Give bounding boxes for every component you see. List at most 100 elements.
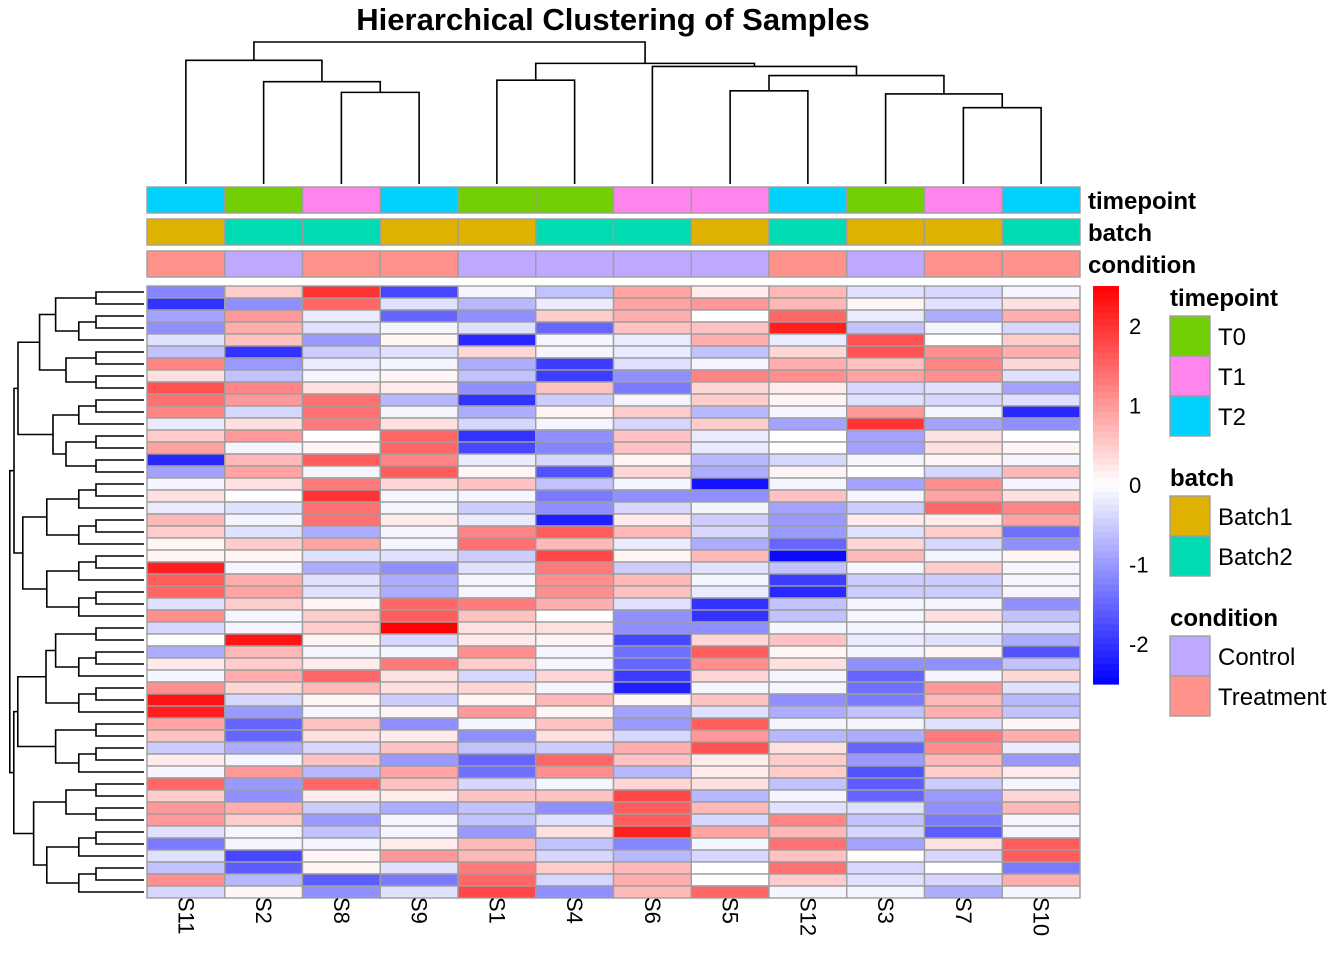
- heatmap-cell: [146, 825, 226, 839]
- legend-swatch: [1169, 355, 1211, 397]
- heatmap-cell: [1001, 357, 1081, 371]
- heatmap-cell: [379, 405, 459, 419]
- heatmap-cell: [846, 765, 926, 779]
- dendrogram-branch: [95, 375, 144, 389]
- heatmap-cell: [768, 561, 848, 575]
- heatmap-cell: [535, 861, 615, 875]
- dendrogram-branch: [95, 435, 144, 449]
- column-label: S4: [562, 897, 587, 924]
- column-labels: S11 S2 S8 S9 S1 S4 S6 S5 S12 S3 S7 S10: [173, 897, 1053, 936]
- annotation-cell-condition: [846, 250, 926, 278]
- heatmap-cell: [768, 537, 848, 551]
- heatmap-cell: [379, 825, 459, 839]
- dendrogram-branch: [95, 483, 144, 497]
- heatmap-cell: [768, 621, 848, 635]
- heatmap-cell: [146, 429, 226, 443]
- heatmap-cell: [224, 741, 304, 755]
- heatmap-cell: [612, 537, 692, 551]
- heatmap-cell: [457, 801, 537, 815]
- dendrogram-branch: [95, 591, 144, 605]
- heatmap-cell: [612, 861, 692, 875]
- color-scale-step: [1093, 518, 1119, 526]
- heatmap-cell: [612, 717, 692, 731]
- heatmap-cell: [379, 633, 459, 647]
- annotation-cell-condition: [301, 250, 381, 278]
- annotation-cell-batch: [846, 218, 926, 246]
- legend-title-condition: condition: [1170, 605, 1278, 632]
- heatmap-cell: [457, 405, 537, 419]
- heatmap-cell: [379, 693, 459, 707]
- heatmap-cell: [768, 321, 848, 335]
- heatmap-cell: [1001, 573, 1081, 587]
- color-scale-step: [1093, 557, 1119, 566]
- heatmap-cell: [379, 597, 459, 611]
- heatmap-cell: [846, 741, 926, 755]
- heatmap-cell: [146, 633, 226, 647]
- heatmap-cell: [457, 333, 537, 347]
- heatmap-cell: [535, 477, 615, 491]
- heatmap-cell: [690, 345, 770, 359]
- heatmap-cell: [457, 465, 537, 479]
- heatmap-cell: [768, 357, 848, 371]
- heatmap-cell: [224, 549, 304, 563]
- heatmap-cell: [379, 801, 459, 815]
- heatmap-cell: [1001, 849, 1081, 863]
- heatmap-cell: [768, 453, 848, 467]
- heatmap-cell: [768, 309, 848, 323]
- heatmap-cell: [612, 573, 692, 587]
- heatmap-cell: [535, 537, 615, 551]
- heatmap-cell: [457, 537, 537, 551]
- color-scale-step: [1093, 312, 1119, 320]
- dendrogram-branch: [95, 807, 144, 821]
- heatmap-cell: [1001, 729, 1081, 743]
- heatmap-cell: [379, 645, 459, 659]
- heatmap-cell: [224, 681, 304, 695]
- heatmap-cell: [1001, 309, 1081, 323]
- dendrogram-branch: [95, 399, 144, 413]
- heatmap-cell: [535, 393, 615, 407]
- heatmap-cell: [146, 657, 226, 671]
- heatmap-cell: [457, 681, 537, 695]
- heatmap-cell: [1001, 777, 1081, 791]
- heatmap-cell: [923, 801, 1003, 815]
- heatmap-cell: [612, 837, 692, 851]
- heatmap-cell: [768, 285, 848, 299]
- heatmap-cell: [224, 645, 304, 659]
- heatmap-cell: [690, 297, 770, 311]
- heatmap-cell: [535, 369, 615, 383]
- heatmap-cell: [379, 849, 459, 863]
- heatmap-cell: [457, 813, 537, 827]
- heatmap-cell: [457, 573, 537, 587]
- heatmap-cell: [224, 597, 304, 611]
- heatmap-cell: [1001, 405, 1081, 419]
- color-scale-tick-label: 2: [1129, 314, 1141, 339]
- legend-title-batch: batch: [1170, 465, 1234, 492]
- color-scale-step: [1093, 405, 1119, 413]
- heatmap-cell: [301, 825, 381, 839]
- heatmap-cell: [146, 369, 226, 383]
- color-scale-step: [1093, 286, 1119, 294]
- dendrogram-branch: [77, 873, 144, 893]
- heatmap-cell: [457, 693, 537, 707]
- heatmap-cell: [923, 813, 1003, 827]
- heatmap-cell: [224, 405, 304, 419]
- heatmap-cell: [612, 741, 692, 755]
- heatmap-cell: [1001, 453, 1081, 467]
- heatmap-cell: [146, 609, 226, 623]
- heatmap-cell: [923, 693, 1003, 707]
- heatmap-cell: [846, 693, 926, 707]
- heatmap-cell: [690, 417, 770, 431]
- heatmap-cell: [1001, 429, 1081, 443]
- heatmap-cell: [768, 585, 848, 599]
- heatmap-cell: [379, 729, 459, 743]
- heatmap-cell: [457, 597, 537, 611]
- heatmap-cell: [768, 369, 848, 383]
- heatmap-cell: [690, 645, 770, 659]
- annotation-label-condition: condition: [1088, 252, 1196, 279]
- color-scale-step: [1093, 365, 1119, 373]
- dendrogram-branch: [77, 405, 144, 425]
- heatmap-cell: [146, 453, 226, 467]
- annotation-cell-batch: [612, 218, 692, 246]
- heatmap-cell: [690, 585, 770, 599]
- heatmap-cell: [457, 561, 537, 575]
